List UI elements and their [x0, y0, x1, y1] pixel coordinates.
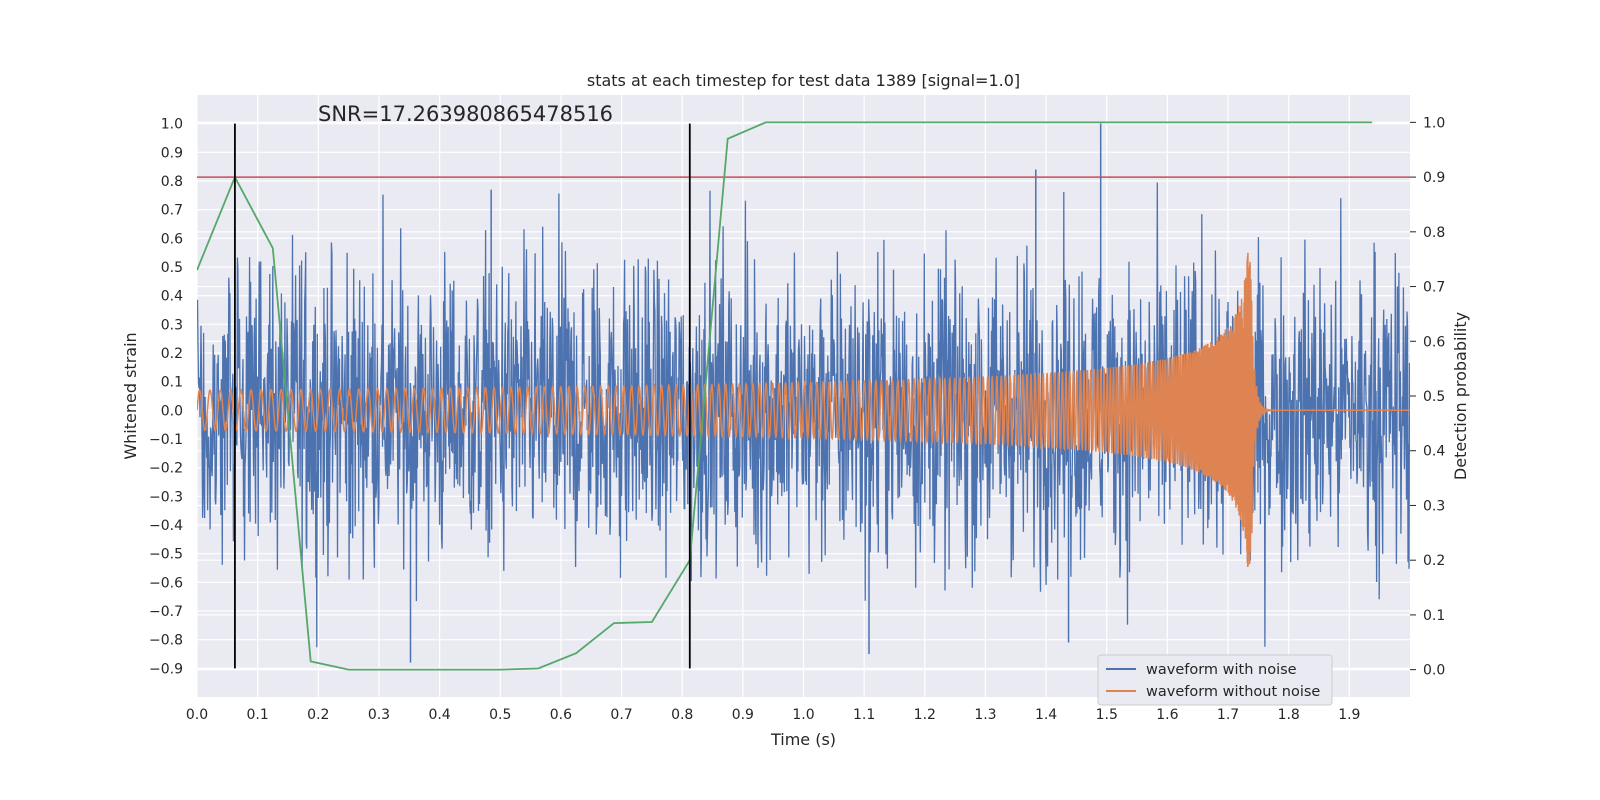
legend: waveform with noise waveform without noi… [1097, 654, 1333, 706]
series-line-probability [197, 121, 1373, 671]
x-tick-label: 0.1 [247, 707, 269, 723]
legend-entry-noise: waveform with noise [1146, 662, 1297, 678]
x-tick-label: 1.9 [1338, 707, 1360, 723]
y-tick-label: −0.8 [149, 633, 183, 649]
y2-tick-label: 0.1 [1423, 608, 1445, 624]
y2-axis-label: Detection probability [1451, 312, 1470, 480]
x-tick-label: 1.2 [914, 707, 936, 723]
y2-tick-label: 0.6 [1423, 334, 1445, 350]
y-tick-label: 1.0 [161, 117, 183, 133]
y2-tick-label: 0.4 [1423, 444, 1445, 460]
y2-tick-label: 0.7 [1423, 280, 1445, 296]
snr-annotation: SNR=17.263980865478516 [318, 102, 613, 126]
y-tick-label: 0.5 [161, 260, 183, 276]
y-axis-left: −0.9 −0.8 −0.7 −0.6 −0.5 −0.4 −0.3 −0.2 −0.1 0.0 0… [149, 117, 183, 678]
x-tick-label: 0.0 [186, 707, 208, 723]
x-tick-label: 0.4 [428, 707, 450, 723]
x-tick-label: 0.9 [732, 707, 754, 723]
y-tick-label: 0.9 [161, 145, 183, 161]
y-tick-label: 0.0 [161, 403, 183, 419]
y2-tick-label: 0.9 [1423, 170, 1445, 186]
y-tick-label: −0.1 [149, 432, 183, 448]
y-tick-label: −0.4 [149, 518, 183, 534]
x-tick-label: 0.7 [610, 707, 632, 723]
y-tick-label: −0.6 [149, 575, 183, 591]
x-tick-label: 0.6 [550, 707, 572, 723]
x-tick-label: 1.4 [1035, 707, 1057, 723]
x-tick-label: 0.3 [368, 707, 390, 723]
x-tick-label: 1.1 [853, 707, 875, 723]
y-tick-label: 0.1 [161, 375, 183, 391]
y-tick-label: −0.3 [149, 489, 183, 505]
series-layer [197, 121, 1410, 671]
y-tick-label: −0.5 [149, 547, 183, 563]
x-tick-label: 1.6 [1156, 707, 1178, 723]
legend-entry-clean: waveform without noise [1146, 684, 1320, 700]
x-tick-label: 0.5 [489, 707, 511, 723]
x-axis: 0.0 0.1 0.2 0.3 0.4 0.5 0.6 0.7 0.8 0.9 1.0 1.1 1.2 1… [186, 707, 1361, 723]
x-tick-label: 1.0 [792, 707, 814, 723]
x-tick-label: 0.8 [671, 707, 693, 723]
legend-box [1097, 654, 1333, 706]
y-tick-label: 0.3 [161, 317, 183, 333]
chart-title: stats at each timestep for test data 138… [587, 71, 1020, 90]
x-tick-label: 1.3 [974, 707, 996, 723]
y-tick-label: 0.2 [161, 346, 183, 362]
y2-tick-label: 1.0 [1423, 115, 1445, 131]
y2-tick-label: 0.0 [1423, 663, 1445, 679]
y2-tick-label: 0.5 [1423, 389, 1445, 405]
y2-tick-label: 0.3 [1423, 498, 1445, 514]
y2-tick-label: 0.2 [1423, 553, 1445, 569]
y-axis-right: 0.0 0.1 0.2 0.3 0.4 0.5 0.6 0.7 0.8 0.9 1.0 [1410, 115, 1445, 679]
y-tick-label: 0.7 [161, 203, 183, 219]
y2-tick-label: 0.8 [1423, 225, 1445, 241]
x-tick-label: 1.8 [1278, 707, 1300, 723]
y-tick-label: −0.2 [149, 461, 183, 477]
y-tick-label: −0.7 [149, 604, 183, 620]
y-axis-label: Whitened strain [121, 332, 140, 459]
y-tick-label: −0.9 [149, 661, 183, 677]
x-tick-label: 1.5 [1096, 707, 1118, 723]
y-tick-label: 0.4 [161, 289, 183, 305]
x-tick-label: 1.7 [1217, 707, 1239, 723]
series-line-clean [197, 252, 1410, 568]
y-tick-label: 0.8 [161, 174, 183, 190]
x-tick-label: 0.2 [307, 707, 329, 723]
x-axis-label: Time (s) [770, 730, 836, 749]
y-tick-label: 0.6 [161, 231, 183, 247]
